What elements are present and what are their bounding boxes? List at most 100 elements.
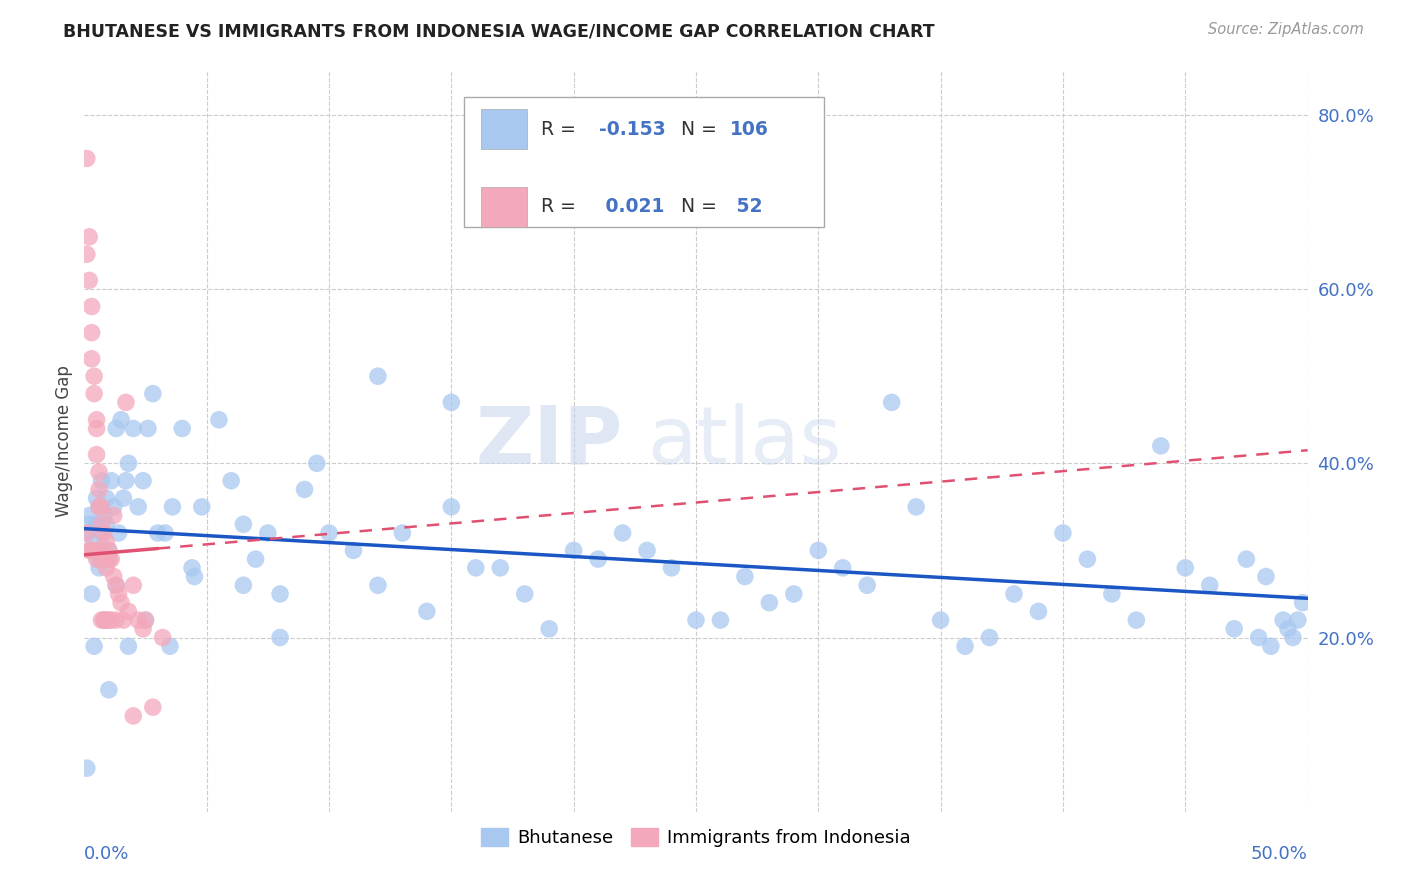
- Point: [107, 587, 129, 601]
- Point: [905, 500, 928, 514]
- Point: [142, 700, 165, 714]
- Point: [87, 500, 110, 514]
- Point: [953, 639, 976, 653]
- Text: 0.021: 0.021: [599, 197, 665, 217]
- Text: N =: N =: [682, 120, 723, 138]
- Point: [105, 578, 128, 592]
- FancyBboxPatch shape: [481, 186, 527, 227]
- Point: [367, 578, 389, 592]
- Point: [83, 543, 105, 558]
- Legend: Bhutanese, Immigrants from Indonesia: Bhutanese, Immigrants from Indonesia: [474, 821, 918, 855]
- Point: [831, 561, 853, 575]
- Point: [80, 587, 103, 601]
- Point: [117, 456, 139, 470]
- Point: [86, 491, 108, 505]
- Point: [96, 491, 118, 505]
- Point: [87, 561, 110, 575]
- Point: [440, 500, 463, 514]
- Point: [110, 413, 132, 427]
- Point: [127, 613, 149, 627]
- Point: [117, 604, 139, 618]
- Point: [709, 613, 731, 627]
- Point: [136, 421, 159, 435]
- Point: [232, 517, 254, 532]
- Point: [979, 631, 1001, 645]
- Point: [1286, 613, 1309, 627]
- Text: BHUTANESE VS IMMIGRANTS FROM INDONESIA WAGE/INCOME GAP CORRELATION CHART: BHUTANESE VS IMMIGRANTS FROM INDONESIA W…: [63, 22, 935, 40]
- Point: [90, 474, 112, 488]
- Point: [97, 543, 120, 558]
- Point: [135, 613, 157, 627]
- Point: [87, 483, 110, 497]
- Point: [464, 561, 486, 575]
- Point: [80, 326, 103, 340]
- Point: [440, 395, 463, 409]
- FancyBboxPatch shape: [481, 109, 527, 149]
- Point: [734, 569, 756, 583]
- Point: [87, 465, 110, 479]
- Point: [86, 517, 108, 532]
- Point: [612, 526, 634, 541]
- Point: [83, 386, 105, 401]
- Point: [1076, 552, 1098, 566]
- Point: [1198, 578, 1220, 592]
- Text: ZIP: ZIP: [475, 402, 623, 481]
- Point: [146, 526, 169, 541]
- Point: [1292, 596, 1315, 610]
- Point: [1277, 622, 1299, 636]
- Text: 52: 52: [730, 197, 762, 217]
- Point: [105, 613, 128, 627]
- Point: [232, 578, 254, 592]
- Point: [856, 578, 879, 592]
- Point: [76, 761, 98, 775]
- Point: [77, 543, 100, 558]
- Point: [77, 230, 100, 244]
- Point: [1282, 631, 1305, 645]
- Point: [76, 526, 98, 541]
- Point: [1254, 569, 1277, 583]
- Point: [90, 552, 112, 566]
- Point: [416, 604, 439, 618]
- Point: [122, 578, 145, 592]
- Point: [97, 682, 120, 697]
- Text: -0.153: -0.153: [599, 120, 666, 138]
- Point: [83, 534, 105, 549]
- Point: [807, 543, 830, 558]
- Point: [80, 300, 103, 314]
- Text: 0.0%: 0.0%: [84, 845, 129, 863]
- Point: [162, 500, 184, 514]
- Point: [100, 613, 122, 627]
- Point: [142, 386, 165, 401]
- Point: [391, 526, 413, 541]
- Point: [208, 413, 231, 427]
- Point: [538, 622, 561, 636]
- Point: [636, 543, 658, 558]
- Point: [93, 543, 115, 558]
- Point: [181, 561, 204, 575]
- Point: [1002, 587, 1025, 601]
- Point: [1174, 561, 1197, 575]
- Text: atlas: atlas: [647, 402, 841, 481]
- Point: [90, 500, 112, 514]
- Point: [86, 448, 108, 462]
- Point: [103, 569, 125, 583]
- Point: [513, 587, 536, 601]
- FancyBboxPatch shape: [464, 97, 824, 227]
- Point: [103, 500, 125, 514]
- Point: [122, 709, 145, 723]
- Point: [1260, 639, 1282, 653]
- Point: [86, 421, 108, 435]
- Point: [117, 639, 139, 653]
- Point: [183, 569, 205, 583]
- Point: [76, 247, 98, 261]
- Point: [245, 552, 267, 566]
- Point: [1052, 526, 1074, 541]
- Point: [90, 613, 112, 627]
- Point: [103, 508, 125, 523]
- Text: 106: 106: [730, 120, 769, 138]
- Point: [96, 613, 118, 627]
- Point: [489, 561, 512, 575]
- Point: [80, 543, 103, 558]
- Point: [77, 508, 100, 523]
- Point: [80, 351, 103, 366]
